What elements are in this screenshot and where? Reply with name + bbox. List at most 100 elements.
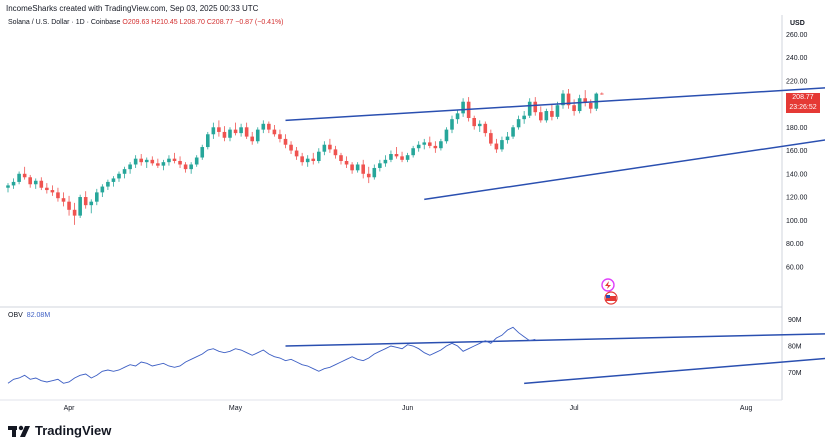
candle-body [128, 164, 132, 170]
candle-body [333, 149, 338, 156]
candle-body [411, 148, 415, 156]
obv-series [7, 326, 536, 384]
candle-body [28, 177, 32, 185]
candle-body [500, 140, 504, 150]
candle-body [189, 164, 193, 170]
candle-body [17, 173, 21, 182]
candle-body [572, 105, 576, 112]
price-tick-label[interactable]: 220.00 [786, 78, 808, 85]
candle-body [56, 192, 60, 199]
candle-body [106, 181, 110, 187]
obv-upper-trendline[interactable] [285, 330, 825, 347]
candle-body [394, 154, 399, 157]
obv-lower-trendline[interactable] [524, 339, 825, 385]
candle-body [144, 159, 149, 163]
time-tick-label[interactable]: Jul [570, 405, 579, 412]
candle-body [217, 127, 221, 132]
candle-body [378, 163, 382, 168]
obv-tick-label[interactable]: 70M [788, 370, 802, 377]
price-tick-label[interactable]: 140.00 [786, 171, 808, 178]
candle-body [167, 158, 171, 163]
candle-body [322, 144, 327, 152]
candle-body [228, 129, 232, 138]
candle-body [328, 144, 332, 150]
price-tick-label[interactable]: 240.00 [786, 55, 808, 62]
trendlines [285, 73, 825, 385]
candle-body [239, 127, 243, 134]
price-tick-label[interactable]: 100.00 [786, 218, 808, 225]
candle-body [194, 157, 199, 165]
candle-body [439, 141, 443, 149]
time-tick-label[interactable]: Aug [740, 405, 753, 412]
time-tick-label[interactable]: Jun [402, 405, 413, 412]
price-tick-label[interactable]: 120.00 [786, 195, 808, 202]
lightning-icon [605, 281, 611, 289]
candle-body [511, 127, 515, 137]
obv-title: OBV [8, 312, 23, 319]
candle-body [483, 123, 488, 134]
candle-body [78, 197, 82, 216]
price-tick-label[interactable]: 160.00 [786, 148, 808, 155]
candle-body [339, 155, 343, 161]
event-icons[interactable] [601, 278, 618, 305]
candle-body [389, 154, 393, 160]
candle-body [455, 113, 460, 120]
price-axis-ticks[interactable]: 260.00240.00220.00200.00180.00160.00140.… [786, 32, 808, 271]
candle-body [577, 98, 582, 112]
obv-legend[interactable]: OBV 82.08M [8, 312, 50, 319]
obv-axis-ticks[interactable]: 90M 80M 70M [788, 317, 802, 377]
price-tick-label[interactable]: 60.00 [786, 264, 804, 271]
candle-body [45, 187, 49, 191]
candle-body [255, 129, 260, 142]
candle-body [317, 151, 321, 161]
price-tick-label[interactable]: 180.00 [786, 125, 808, 132]
candle-body [544, 111, 549, 121]
candle-body [211, 127, 216, 135]
candle-body [95, 192, 99, 202]
candle-body [278, 134, 282, 139]
tradingview-logo[interactable]: TradingView [8, 423, 111, 438]
support-trendline[interactable] [424, 98, 825, 201]
candle-body [267, 123, 271, 130]
bar-countdown: 23:26:52 [789, 104, 817, 111]
candle-body [250, 136, 254, 142]
price-tick-label[interactable]: 80.00 [786, 241, 804, 248]
candle-body [22, 173, 27, 178]
candle-body [61, 198, 66, 202]
obv-line [7, 326, 536, 384]
time-tick-label[interactable]: Apr [64, 405, 76, 412]
candle-body [422, 142, 427, 145]
symbol-name[interactable]: Solana / U.S. Dollar · 1D · Coinbase [8, 19, 121, 26]
candle-body [300, 156, 304, 163]
candle-body [311, 158, 316, 161]
candle-body [350, 164, 354, 171]
candle-body [344, 161, 349, 165]
obv-tick-label[interactable]: 90M [788, 317, 802, 324]
candle-body [550, 111, 554, 117]
candle-body [111, 178, 116, 182]
candle-body [83, 197, 88, 206]
price-tick-label[interactable]: 260.00 [786, 32, 808, 39]
candle-body [122, 169, 127, 174]
time-axis-ticks[interactable]: AprMayJunJulAugSepOct [64, 405, 825, 412]
candle-body [600, 93, 604, 95]
candle-body [461, 101, 465, 114]
time-tick-label[interactable]: May [229, 405, 243, 412]
tradingview-mark-icon [8, 425, 30, 437]
candle-body [555, 105, 560, 117]
resistance-trendline[interactable] [285, 73, 825, 122]
candle-body [372, 167, 377, 178]
candle-body [133, 158, 138, 165]
candle-body [50, 190, 55, 193]
candle-body [416, 144, 421, 149]
obv-tick-label[interactable]: 80M [788, 344, 802, 351]
candle-body [477, 123, 482, 127]
candle-body [117, 173, 121, 179]
ohlc-values: O209.63 H210.45 L208.70 C208.77 −0.87 (−… [122, 19, 284, 26]
candle-body [583, 98, 587, 103]
last-price-value: 208.77 [792, 94, 814, 101]
currency-label[interactable]: USD [790, 20, 805, 27]
candle-body [272, 129, 277, 135]
symbol-legend[interactable]: Solana / U.S. Dollar · 1D · Coinbase O20… [8, 19, 284, 26]
